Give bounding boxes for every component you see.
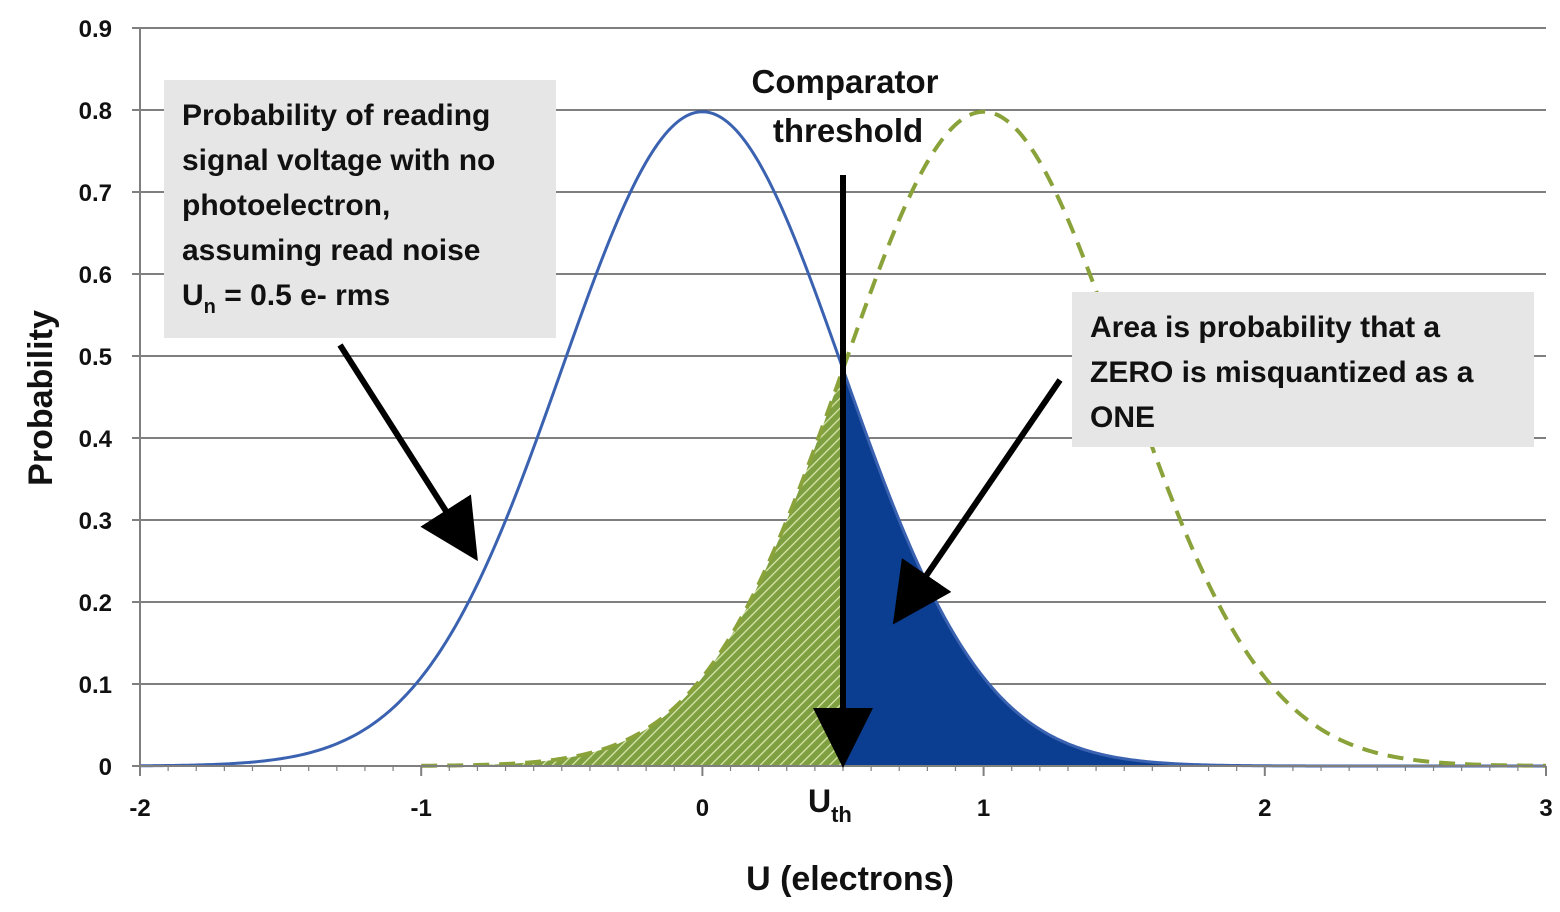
tick-labels: 0 0.1 0.2 0.3 0.4 0.5 0.6 0.7 0.8 0.9 -2 -1 0 1 2 3 bbox=[79, 16, 1553, 822]
annotation-1-line-2: signal voltage with no bbox=[182, 144, 495, 177]
y-tick-label-3: 0.3 bbox=[79, 508, 112, 535]
threshold-tick-label: Uth bbox=[808, 783, 852, 827]
area-solid-zero-curve bbox=[843, 369, 1546, 766]
shaded-areas bbox=[421, 369, 1546, 766]
y-tick-label-9: 0.9 bbox=[79, 16, 112, 43]
annotation-1-un-rest: = 0.5 e- rms bbox=[216, 279, 390, 312]
annotation-2-line-2: ZERO is misquantized as a bbox=[1090, 356, 1474, 389]
x-tick-label-1: -1 bbox=[411, 795, 432, 822]
annotation-2-line-3: ONE bbox=[1090, 401, 1155, 434]
annotation-1-un-sub: n bbox=[204, 296, 216, 318]
threshold-group: Comparator threshold Uth bbox=[751, 63, 938, 827]
y-tick-label-5: 0.5 bbox=[79, 344, 112, 371]
series-one-electron-curve bbox=[421, 109, 1547, 768]
x-tick-label-2: 0 bbox=[696, 795, 709, 822]
annotation-1-line-3: photoelectron, bbox=[182, 189, 390, 222]
y-tick-label-4: 0.4 bbox=[79, 426, 113, 453]
threshold-tick-sub: th bbox=[831, 802, 852, 827]
y-tick-label-1: 0.1 bbox=[79, 672, 112, 699]
threshold-tick-main: U bbox=[808, 783, 831, 819]
y-tick-label-2: 0.2 bbox=[79, 590, 112, 617]
annotation-1-arrow bbox=[337, 343, 478, 562]
annotation-1-line-5: Un = 0.5 e- rms bbox=[182, 279, 390, 318]
annotation-box-2 bbox=[1072, 292, 1534, 447]
annotation-misquantized: Area is probability that a ZERO is misqu… bbox=[892, 292, 1534, 625]
y-tick-label-0: 0 bbox=[99, 754, 112, 781]
annotation-no-photoelectron: Probability of reading signal voltage wi… bbox=[164, 80, 556, 562]
y-tick-label-8: 0.8 bbox=[79, 98, 112, 125]
threshold-label-line-1: Comparator bbox=[751, 63, 938, 100]
x-axis-title: U (electrons) bbox=[746, 860, 954, 898]
threshold-label-line-2: threshold bbox=[773, 112, 923, 149]
x-tick-label-5: 3 bbox=[1539, 795, 1552, 822]
x-tick-label-3: 1 bbox=[977, 795, 990, 822]
area-hatched-one-curve bbox=[421, 369, 843, 766]
annotation-2-arrow bbox=[892, 378, 1063, 625]
annotation-1-un-main: U bbox=[182, 279, 204, 312]
annotation-2-line-1: Area is probability that a bbox=[1090, 311, 1440, 344]
y-tick-label-7: 0.7 bbox=[79, 180, 112, 207]
x-tick-label-0: -2 bbox=[129, 795, 150, 822]
y-tick-label-6: 0.6 bbox=[79, 262, 112, 289]
annotation-box-1 bbox=[164, 80, 556, 338]
x-tick-label-4: 2 bbox=[1258, 795, 1271, 822]
y-axis-title: Probability bbox=[22, 310, 60, 486]
annotation-1-line-1: Probability of reading bbox=[182, 99, 490, 132]
annotation-1-line-4: assuming read noise bbox=[182, 234, 480, 267]
